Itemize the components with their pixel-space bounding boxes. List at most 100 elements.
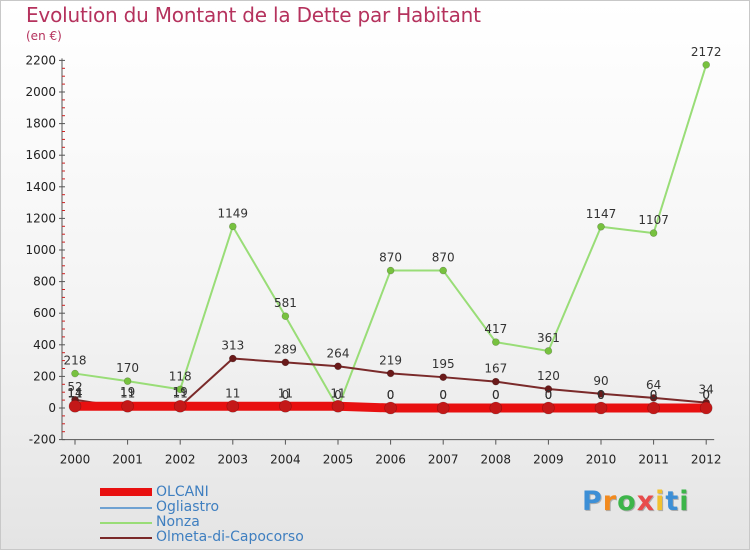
data-label-ogliastro: 0 <box>439 388 447 402</box>
data-point-olmeta-di-capocorso <box>491 377 500 386</box>
data-label-ogliastro: 19 <box>120 385 135 399</box>
data-label-ogliastro: 0 <box>650 388 658 402</box>
chart-title: Evolution du Montant de la Dette par Hab… <box>26 3 481 27</box>
data-point-nonza <box>71 369 79 378</box>
data-label-olcani: 0 <box>650 388 658 402</box>
logo-letter: P <box>582 486 603 517</box>
data-label-olmeta-di-capocorso: 289 <box>274 342 297 356</box>
legend-label-olcani: OLCANI <box>156 484 209 500</box>
data-point-olcani <box>331 399 345 413</box>
data-label-nonza: 361 <box>537 331 560 345</box>
y-tick-label: 400 <box>33 338 56 352</box>
data-label-nonza: 118 <box>169 369 192 383</box>
data-point-olcani <box>68 399 82 413</box>
data-point-olmeta-di-capocorso <box>229 354 237 363</box>
data-point-olmeta-di-capocorso <box>334 362 342 371</box>
data-point-nonza <box>176 385 184 394</box>
legend-label-nonza: Nonza <box>156 514 200 530</box>
data-label-olmeta-di-capocorso: 52 <box>67 380 82 394</box>
data-label-olcani: 11 <box>278 386 293 400</box>
data-point-nonza <box>491 338 500 346</box>
legend-label-olmeta: Olmeta-di-Capocorso <box>156 529 304 545</box>
data-label-ogliastro: 0 <box>702 388 710 402</box>
data-label-ogliastro: 0 <box>545 388 553 402</box>
y-tick-label: -200 <box>29 433 56 447</box>
data-point-nonza <box>123 377 132 385</box>
data-point-nonza <box>649 229 658 237</box>
data-point-olmeta-di-capocorso <box>544 385 553 393</box>
logo-letter: r <box>602 486 618 517</box>
y-tick-label: 1600 <box>25 148 56 162</box>
legend-item-nonza[interactable]: Nonza <box>100 514 360 530</box>
y-tick-label: 2000 <box>25 85 56 99</box>
data-labels-layer: 11 11 11 11 11 11 0 0 0 0 0 0 014 19 19 0 0 0 0 0 0 0 0 0218170… <box>64 45 722 402</box>
x-tick-label: 2003 <box>218 453 249 467</box>
data-point-olmeta-di-capocorso <box>649 394 658 402</box>
legend-swatch-ogliastro <box>100 507 152 509</box>
data-label-olmeta-di-capocorso: 167 <box>484 362 507 376</box>
x-tick-label: 2002 <box>165 453 196 467</box>
legend-item-olcani[interactable]: OLCANI <box>100 484 360 500</box>
data-point-nonza <box>544 347 553 355</box>
data-label-olcani: 0 <box>702 388 710 402</box>
x-tick-label: 2000 <box>60 453 91 467</box>
data-label-nonza: 870 <box>432 251 455 265</box>
y-tick-label: 1000 <box>25 243 56 257</box>
data-label-olcani: 11 <box>330 386 345 400</box>
data-point-nonza <box>702 61 711 69</box>
x-tick-label: 2009 <box>533 453 564 467</box>
data-point-olcani <box>594 401 608 415</box>
data-point-olcani <box>173 399 187 413</box>
x-tick-label: 2008 <box>481 453 512 467</box>
data-point-olmeta-di-capocorso <box>386 369 395 378</box>
legend-swatch-olmeta <box>100 537 152 539</box>
data-label-olmeta-di-capocorso: 120 <box>537 369 560 383</box>
data-point-olcani <box>436 401 450 415</box>
x-tick-label: 2011 <box>638 453 669 467</box>
logo-letter: i <box>679 486 690 517</box>
data-label-olmeta-di-capocorso: 219 <box>379 353 402 367</box>
data-label-ogliastro: 14 <box>67 386 82 400</box>
data-label-nonza: 417 <box>484 322 507 336</box>
data-point-olcani <box>279 399 292 413</box>
data-label-ogliastro: 0 <box>597 388 605 402</box>
legend-item-olmeta[interactable]: Olmeta-di-Capocorso <box>100 529 360 545</box>
legend-swatch-nonza <box>100 522 152 524</box>
x-tick-label: 2004 <box>270 453 301 467</box>
data-label-nonza: 1147 <box>586 207 617 221</box>
y-tick-label: 800 <box>33 275 56 289</box>
chart-subtitle: (en €) <box>26 29 62 43</box>
logo-letter: t <box>665 486 680 517</box>
x-tick-label: 2007 <box>428 453 459 467</box>
data-label-nonza: 218 <box>64 354 87 368</box>
data-point-olcani <box>489 401 503 415</box>
data-point-nonza <box>281 312 290 321</box>
y-tick-label: 2200 <box>25 53 56 67</box>
y-tick-label: 600 <box>33 306 56 320</box>
data-label-olmeta-di-capocorso: 34 <box>699 383 714 397</box>
y-tick-label: 1200 <box>25 211 56 225</box>
legend-label-ogliastro: Ogliastro <box>156 499 220 515</box>
data-label-olmeta-di-capocorso: 264 <box>327 346 350 360</box>
data-label-olcani: 0 <box>492 388 500 402</box>
data-label-nonza: 1107 <box>638 213 669 227</box>
data-label-nonza: 2172 <box>691 45 722 59</box>
data-label-nonza: 870 <box>379 251 402 265</box>
logo-letter: x <box>636 486 656 517</box>
data-label-ogliastro: 0 <box>282 388 290 402</box>
data-label-nonza: 1149 <box>218 206 249 220</box>
x-tick-label: 2010 <box>586 453 617 467</box>
data-label-olcani: 0 <box>387 388 395 402</box>
data-label-olcani: 0 <box>545 388 553 402</box>
data-label-nonza: 170 <box>116 361 139 375</box>
legend-swatch-olcani <box>100 488 152 496</box>
data-label-olcani: 11 <box>225 386 240 400</box>
data-point-olcani <box>226 399 240 413</box>
data-point-nonza <box>439 266 448 275</box>
legend-item-ogliastro[interactable]: Ogliastro <box>100 499 360 515</box>
x-tick-label: 2005 <box>323 453 354 467</box>
data-point-nonza <box>386 266 395 275</box>
data-label-olcani: 11 <box>120 386 135 400</box>
